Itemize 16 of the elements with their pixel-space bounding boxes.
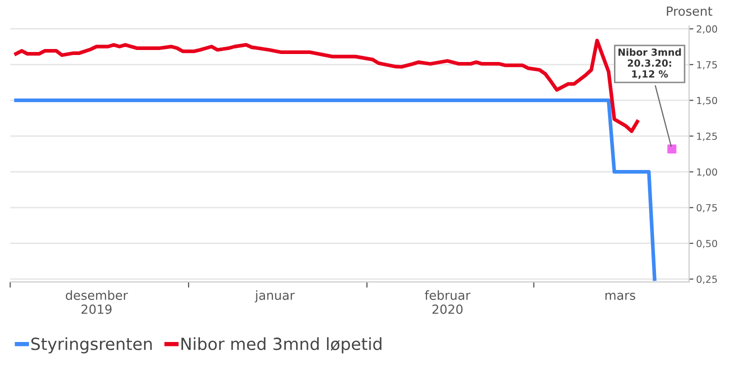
x-tick-label: mars [605,292,636,300]
x-tick-label: januar [254,290,295,302]
y-tick-label: 1,25 [697,132,717,141]
x-tick-label: desember 2019 [66,290,128,314]
y-tick-label: 0,25 [696,276,717,284]
annotation: Nibor 3mnd 20.3.20: 1,12 % [618,48,681,79]
y-tick-label: 2,00 [696,25,718,34]
legend-label: Nibor med 3mnd løpetid [181,337,382,354]
x-tick-label: februar 2020 [424,290,470,314]
y-tick-label: 0,75 [696,204,717,212]
y-tick-label: 1,75 [697,61,717,70]
y-tick-label: 1,50 [697,96,718,106]
y-tick-label: 1,00 [697,168,718,177]
y-tick-label: 0,50 [696,240,718,248]
legend-label: Styringsrenten [31,337,152,354]
y-axis-title: Prosent [666,6,712,16]
